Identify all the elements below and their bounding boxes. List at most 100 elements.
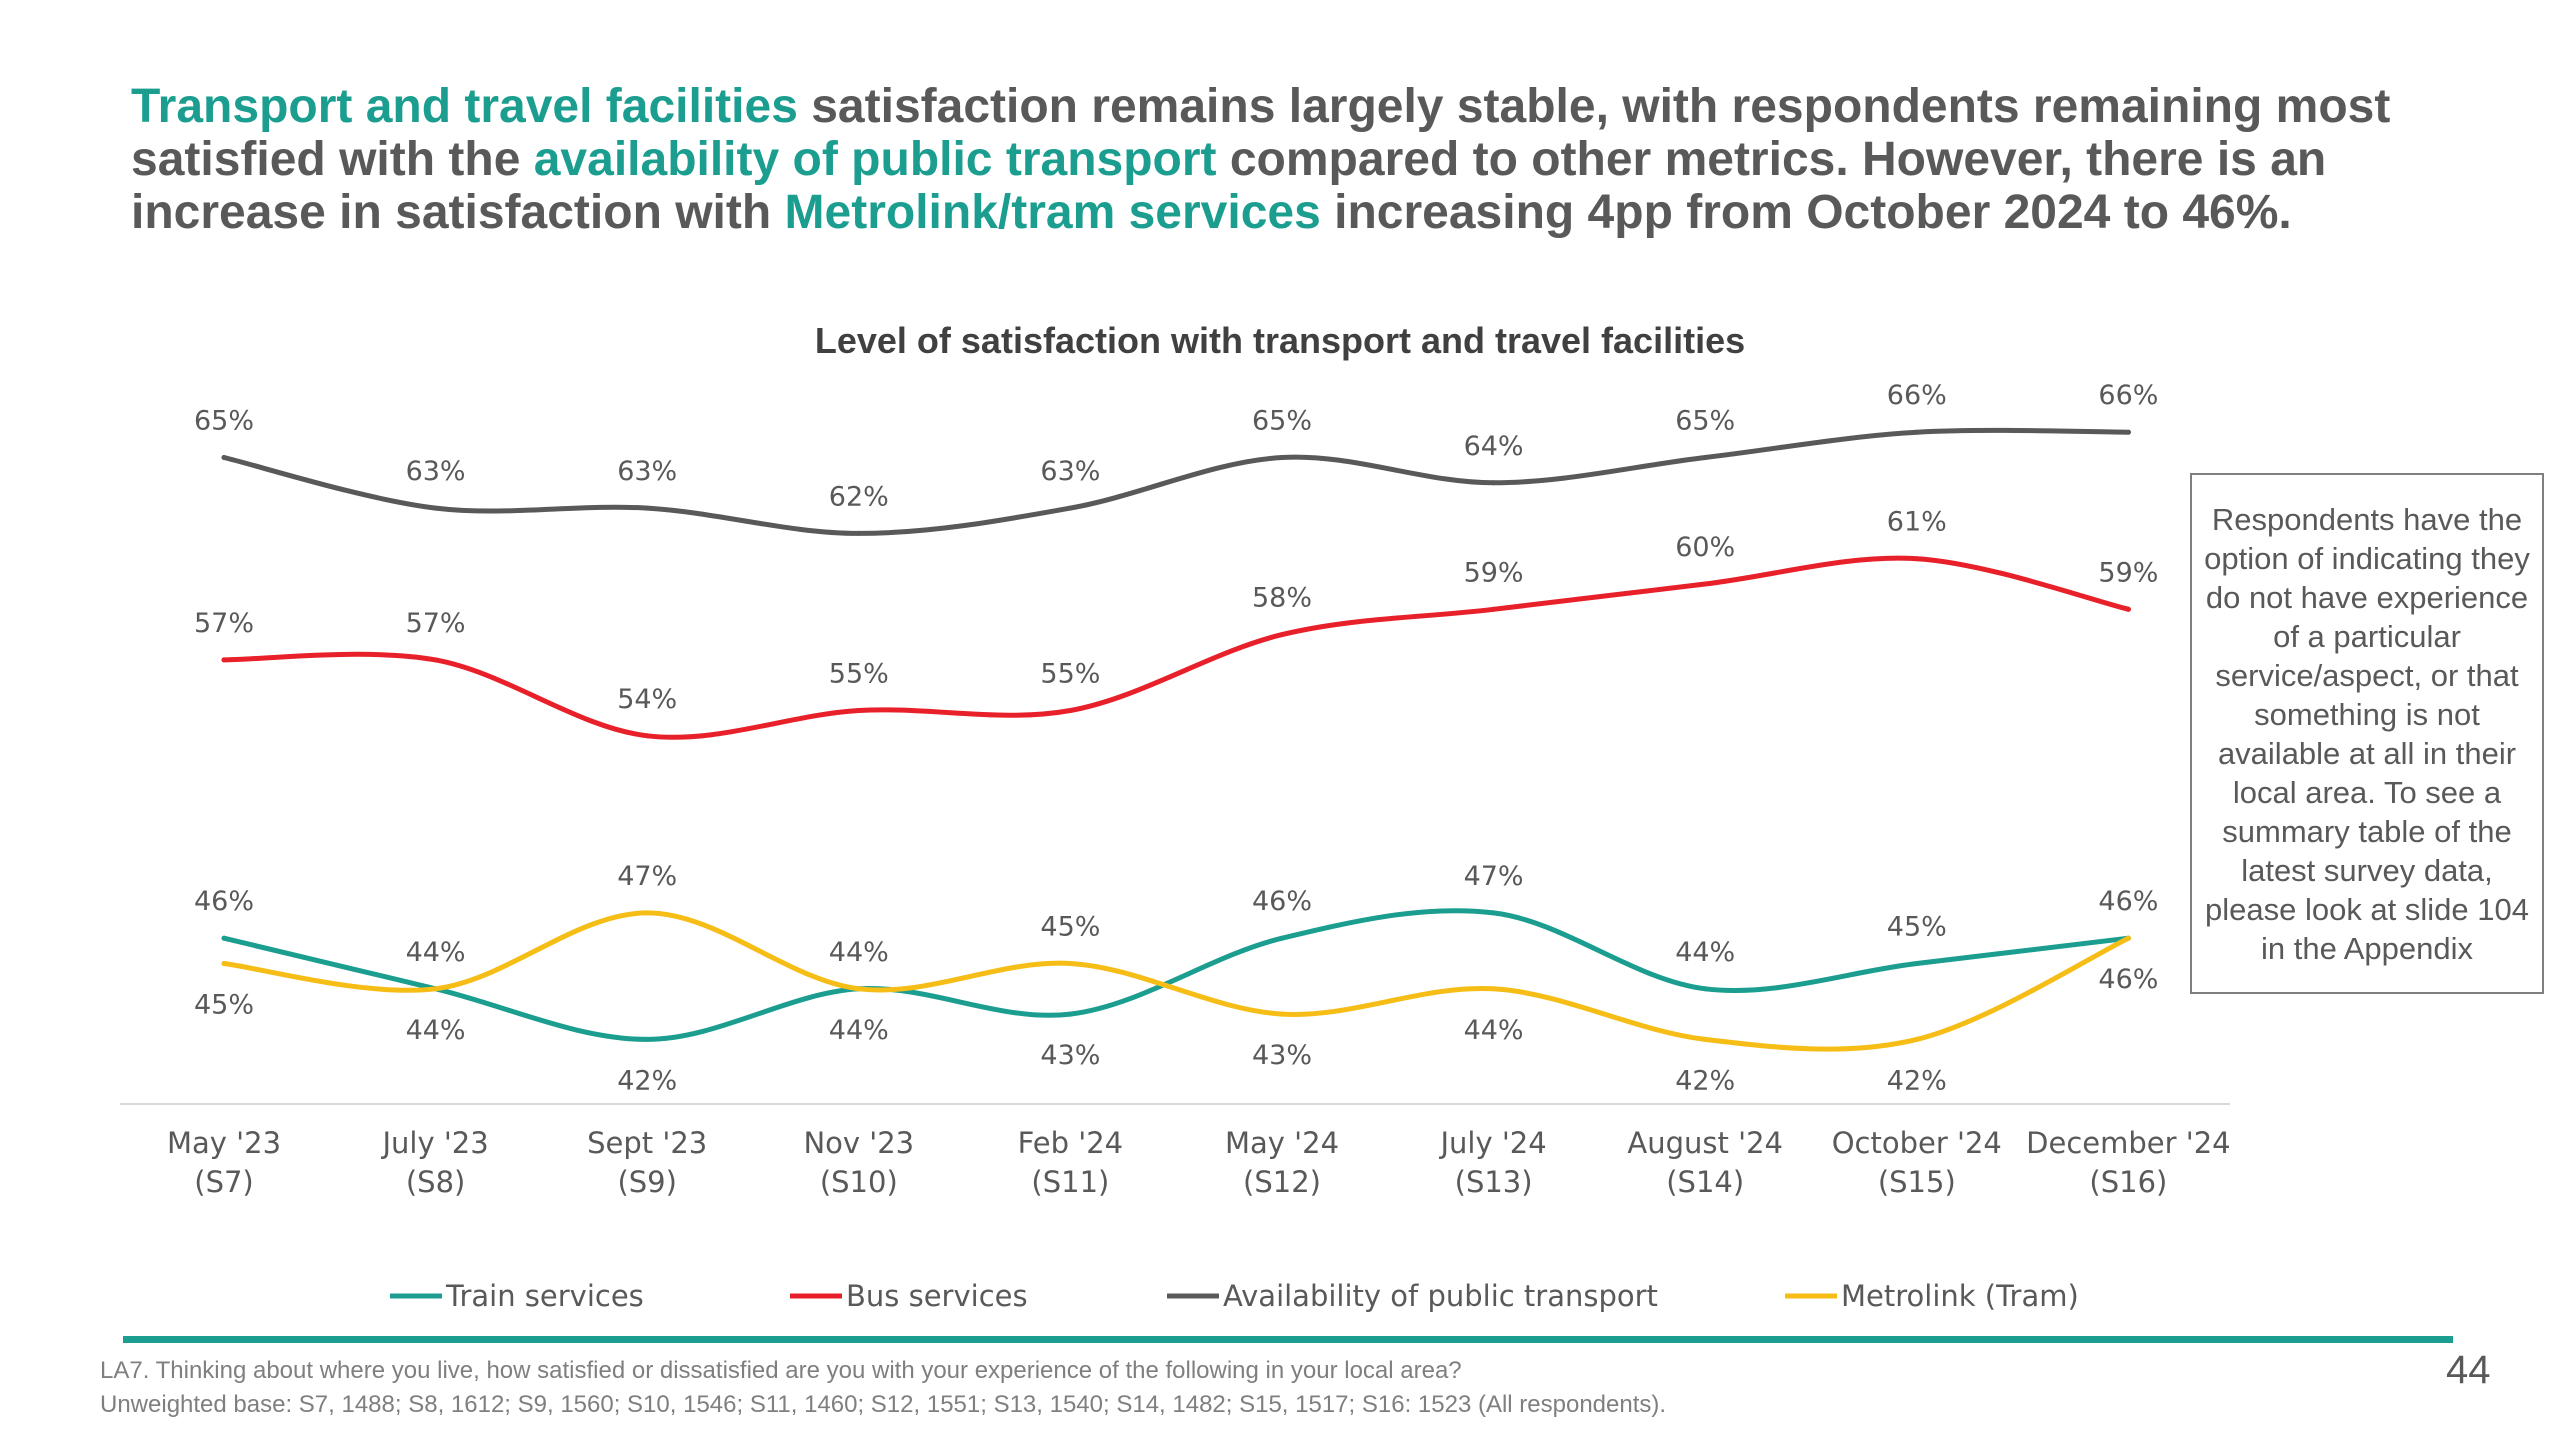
data-point-metrolink: [1491, 986, 1497, 992]
data-label-bus: 55%: [1040, 659, 1100, 690]
x-tick-sublabel: (S9): [617, 1165, 677, 1199]
data-label-availability: 65%: [1252, 406, 1312, 437]
data-label-bus: 59%: [2098, 557, 2158, 588]
data-label-metrolink: 47%: [617, 861, 677, 892]
data-point-train: [1702, 986, 1708, 992]
data-point-bus: [1491, 606, 1497, 612]
data-point-availability: [856, 530, 862, 536]
data-label-availability: 63%: [617, 456, 677, 487]
data-point-availability: [1279, 455, 1285, 460]
data-label-train: 46%: [194, 886, 254, 917]
data-label-bus: 59%: [1464, 557, 1524, 588]
data-point-availability: [644, 505, 650, 511]
data-label-bus: 55%: [829, 659, 889, 690]
data-label-train: 44%: [829, 937, 889, 968]
data-label-train: 46%: [1252, 886, 1312, 917]
x-tick-sublabel: (S7): [194, 1165, 254, 1199]
legend-label-availability: Availability of public transport: [1223, 1279, 1658, 1313]
x-tick-label: May '24: [1225, 1126, 1339, 1160]
data-point-metrolink: [1702, 1036, 1708, 1042]
data-point-train: [1067, 1011, 1073, 1017]
data-point-availability: [1067, 505, 1073, 511]
footer-rule: [123, 1336, 2453, 1343]
headline-text-3: increasing 4pp from October 2024 to 46%.: [1320, 186, 2292, 239]
data-label-metrolink: 45%: [1040, 912, 1100, 943]
footnote-base: Unweighted base: S7, 1488; S8, 1612; S9,…: [100, 1391, 1667, 1418]
headline-text-1: satisfaction remains largely stable, wit…: [131, 80, 2391, 186]
side-note-text: Respondents have the option of indicatin…: [2204, 501, 2530, 966]
headline-text-2: compared to other metrics. However, ther…: [131, 133, 2327, 239]
data-label-bus: 54%: [617, 684, 677, 715]
data-label-bus: 58%: [1252, 583, 1312, 614]
data-point-availability: [221, 455, 227, 460]
footnote: LA7. Thinking about where you live, how …: [100, 1354, 1666, 1422]
data-label-availability: 62%: [829, 481, 889, 512]
x-tick-label: December '24: [2026, 1126, 2230, 1160]
data-point-train: [644, 1036, 650, 1042]
data-point-metrolink: [433, 986, 439, 992]
data-point-bus: [1279, 632, 1285, 638]
data-point-availability: [1914, 429, 1920, 435]
data-point-train: [1491, 910, 1497, 916]
x-tick-label: May '23: [167, 1126, 281, 1160]
x-tick-label: Nov '23: [803, 1126, 914, 1160]
data-label-availability: 65%: [194, 406, 254, 437]
data-point-availability: [2125, 429, 2131, 435]
page-number: 44: [2446, 1348, 2491, 1392]
footnote-question: LA7. Thinking about where you live, how …: [100, 1357, 1462, 1384]
headline: Transport and travel facilities satisfac…: [131, 80, 2451, 239]
x-tick-sublabel: (S12): [1243, 1165, 1321, 1199]
legend-label-train: Train services: [445, 1279, 644, 1313]
data-point-metrolink: [1067, 961, 1073, 966]
legend-label-metrolink: Metrolink (Tram): [1841, 1279, 2079, 1313]
data-label-train: 47%: [1464, 861, 1524, 892]
x-tick-sublabel: (S15): [1878, 1165, 1956, 1199]
x-tick-sublabel: (S11): [1031, 1165, 1109, 1199]
data-point-metrolink: [644, 910, 650, 916]
data-point-metrolink: [2125, 935, 2131, 941]
data-label-metrolink: 44%: [829, 1015, 889, 1046]
data-label-train: 42%: [617, 1065, 677, 1096]
headline-highlight-availability: availability of public transport: [533, 133, 1217, 186]
x-tick-sublabel: (S16): [2089, 1165, 2167, 1199]
data-point-bus: [2125, 606, 2131, 612]
data-point-metrolink: [221, 961, 227, 966]
data-label-availability: 66%: [1887, 380, 1947, 411]
data-label-bus: 61%: [1887, 507, 1947, 538]
chart-title: Level of satisfaction with transport and…: [814, 320, 1746, 361]
series-line-metrolink: [221, 910, 2131, 1052]
data-label-metrolink: 43%: [1252, 1040, 1312, 1071]
headline-highlight-metrolink: Metrolink/tram services: [784, 186, 1321, 239]
data-point-bus: [433, 657, 439, 663]
series-line-availability: [221, 427, 2131, 536]
data-point-availability: [1491, 480, 1497, 486]
data-point-bus: [1914, 556, 1920, 562]
data-point-train: [221, 935, 227, 941]
data-point-train: [1279, 935, 1285, 941]
x-tick-label: October '24: [1832, 1126, 2002, 1160]
data-label-metrolink: 45%: [194, 990, 254, 1021]
data-label-metrolink: 44%: [1464, 1015, 1524, 1046]
data-label-metrolink: 42%: [1887, 1065, 1947, 1096]
data-point-availability: [433, 505, 439, 511]
x-tick-sublabel: (S8): [406, 1165, 466, 1199]
data-label-bus: 57%: [406, 608, 466, 639]
data-label-availability: 64%: [1464, 431, 1524, 462]
x-tick-sublabel: (S13): [1455, 1165, 1533, 1199]
data-label-metrolink: 44%: [406, 1015, 466, 1046]
x-tick-label: August '24: [1627, 1126, 1783, 1160]
data-label-availability: 66%: [2098, 380, 2158, 411]
x-tick-label: July '24: [1438, 1126, 1546, 1160]
data-label-metrolink: 46%: [2098, 964, 2158, 995]
x-tick-sublabel: (S14): [1666, 1165, 1744, 1199]
side-note: Respondents have the option of indicatin…: [2190, 473, 2544, 994]
data-label-train: 44%: [406, 937, 466, 968]
x-tick-sublabel: (S10): [820, 1165, 898, 1199]
x-tick-label: July '23: [380, 1126, 488, 1160]
data-label-availability: 63%: [406, 456, 466, 487]
data-point-metrolink: [1279, 1011, 1285, 1017]
x-tick-label: Feb '24: [1018, 1126, 1123, 1160]
data-point-metrolink: [1914, 1036, 1920, 1042]
headline-highlight-transport: Transport and travel facilities: [131, 80, 798, 133]
